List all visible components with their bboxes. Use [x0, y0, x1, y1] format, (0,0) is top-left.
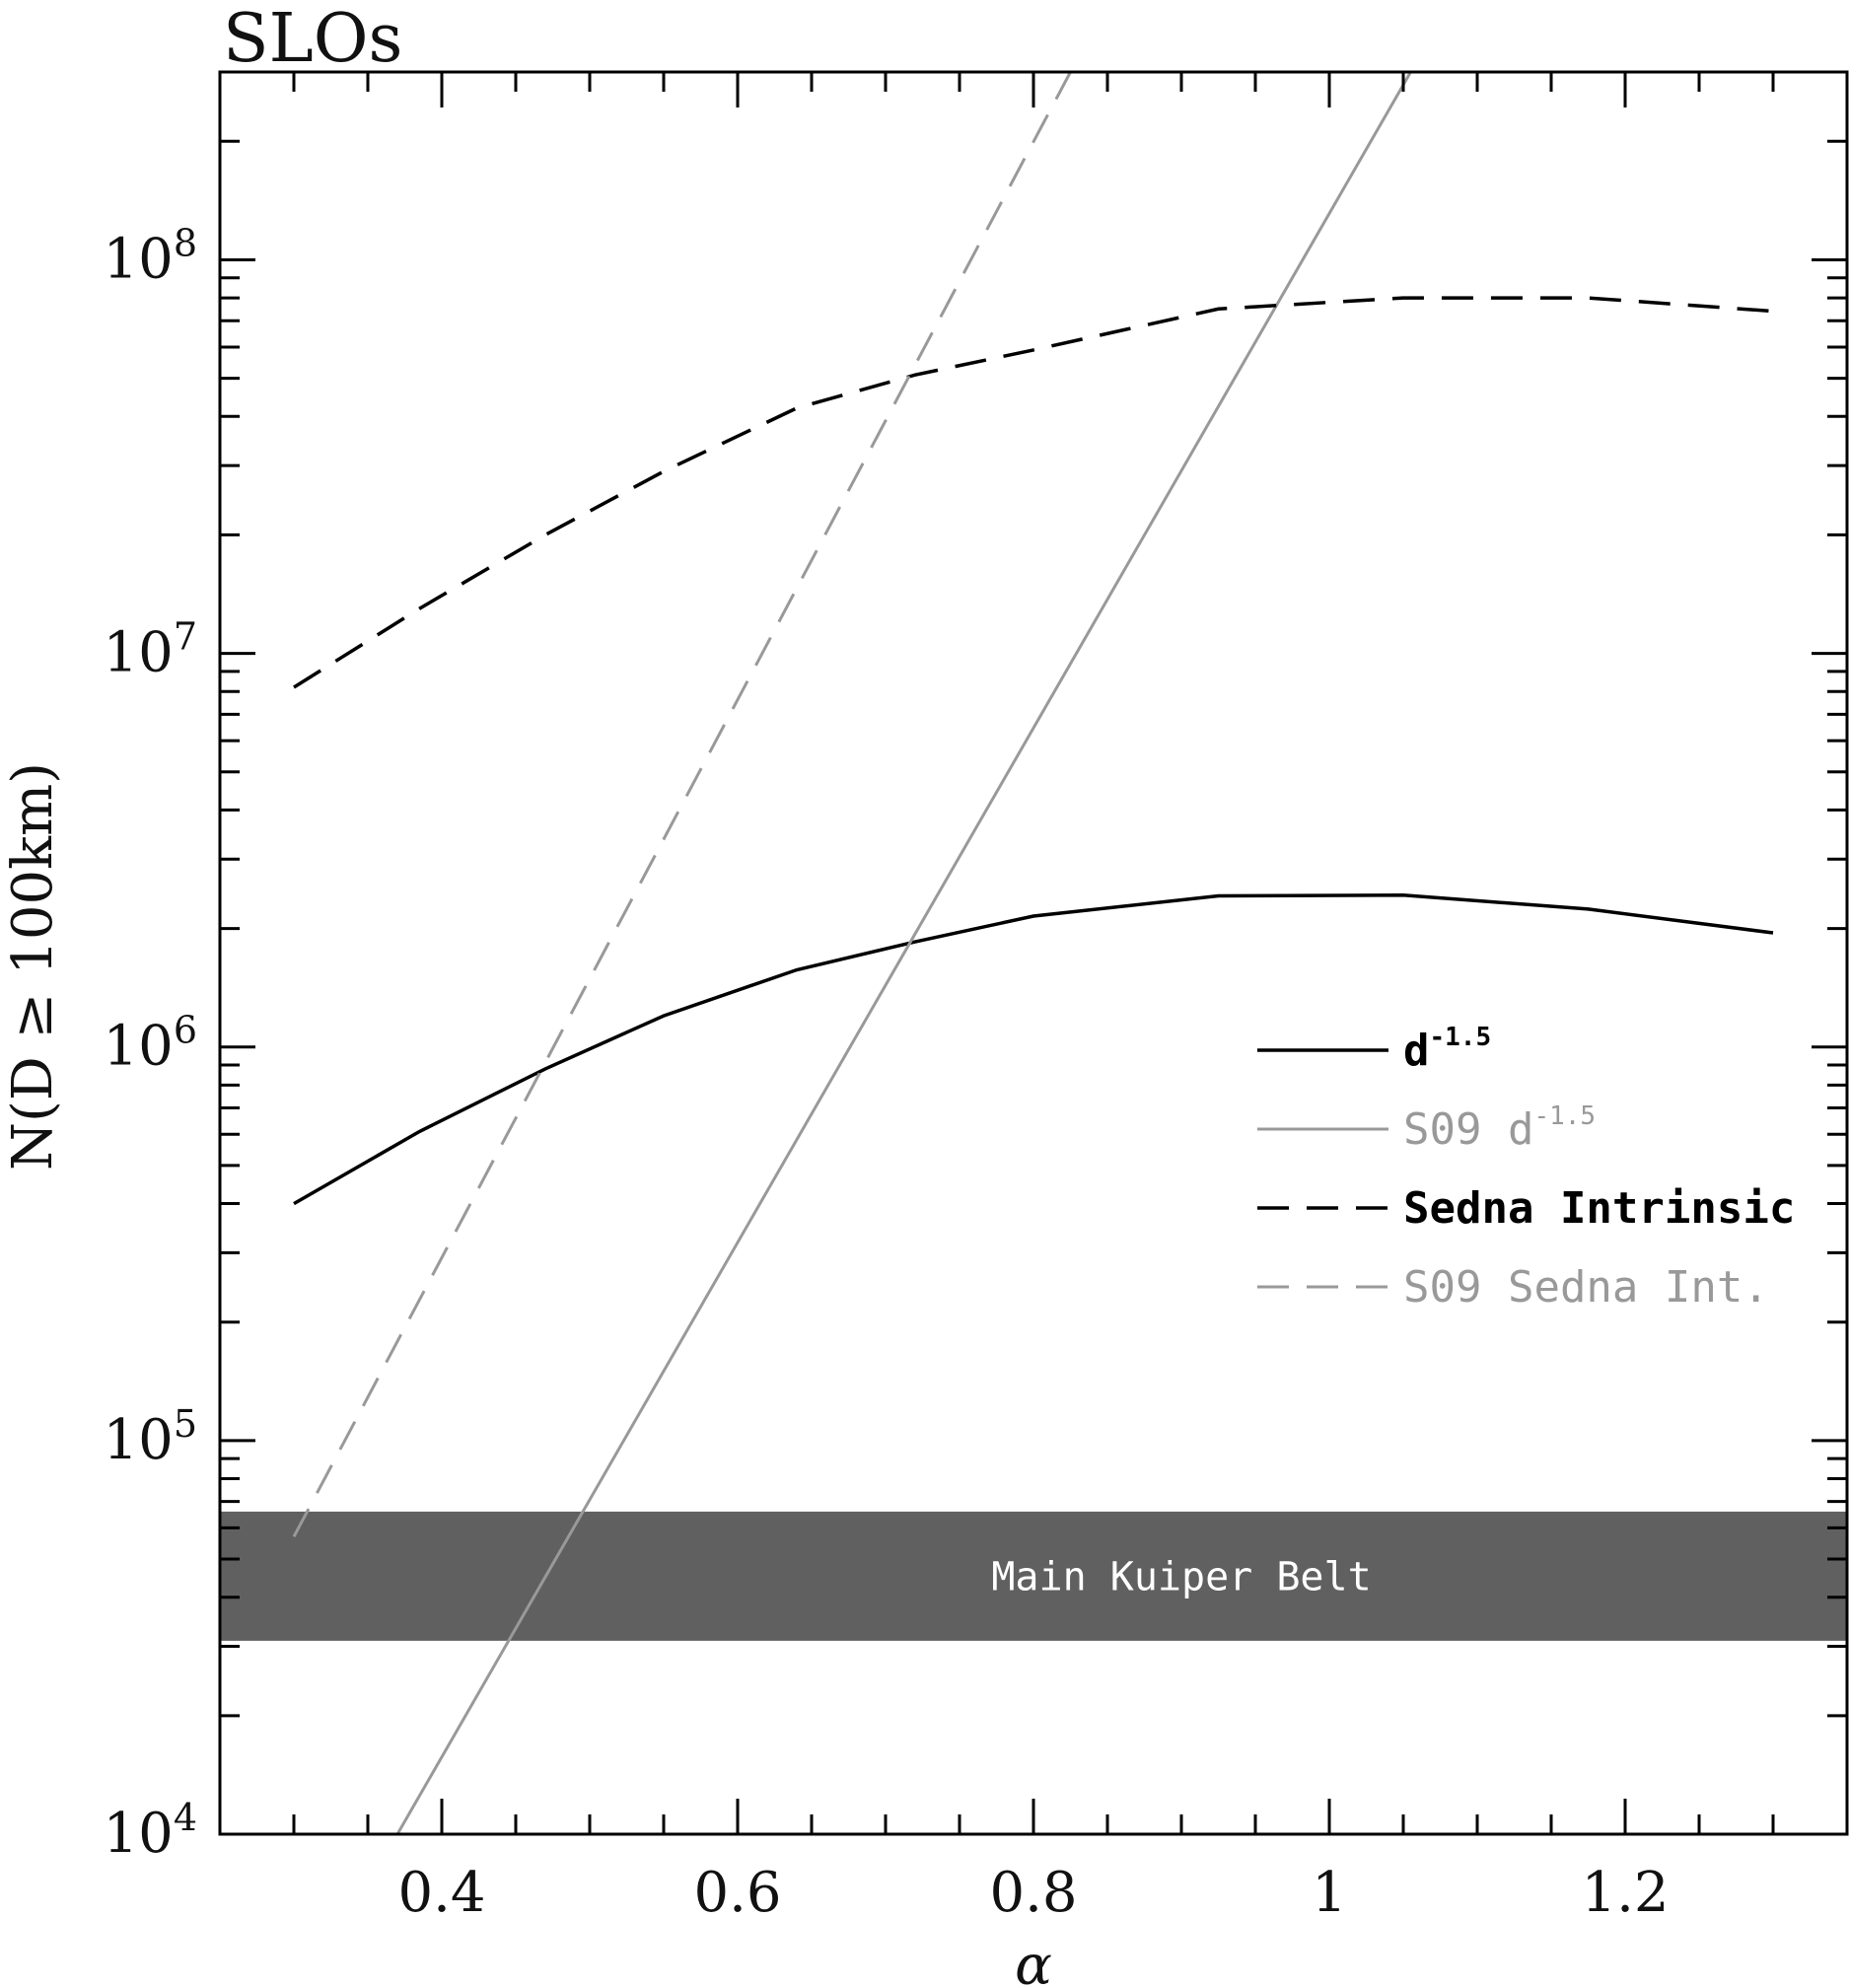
y-tick-label: 104 — [104, 1796, 197, 1866]
x-tick-label: 0.6 — [693, 1861, 781, 1925]
series-line-s09-d-1-5 — [395, 72, 1412, 1834]
band-layer: Main Kuiper Belt — [220, 1511, 1847, 1641]
x-tick-label: 1 — [1312, 1861, 1347, 1925]
y-tick-label: 106 — [104, 1009, 197, 1079]
legend-label-s09-d-1-5: S09 d-1.5 — [1403, 1101, 1596, 1155]
x-tick-label: 1.2 — [1581, 1861, 1669, 1925]
band-main-kuiper-belt — [220, 1511, 1847, 1641]
legend-label-s09-sedna-int: S09 Sedna Int. — [1403, 1262, 1769, 1313]
panel-title: SLOs — [223, 0, 402, 78]
legend-label-sedna-intrinsic: Sedna Intrinsic — [1403, 1183, 1795, 1234]
series-layer — [292, 72, 1774, 1834]
series-line-sedna-intrinsic — [293, 296, 1774, 689]
x-axis-label: α — [1015, 1934, 1052, 1988]
x-tick-label: 0.8 — [989, 1861, 1077, 1925]
legend-label-d-1-5: d-1.5 — [1403, 1023, 1491, 1076]
x-tick-label: 0.4 — [397, 1861, 485, 1925]
y-tick-label: 108 — [104, 221, 197, 291]
legend: d-1.5 S09 d-1.5 Sedna Intrinsic S09 Sedna I… — [1257, 1023, 1795, 1313]
label-layer: 0.4 0.6 0.8 1 1.2 104 105 106 107 108 — [104, 221, 1670, 1925]
y-tick-label: 105 — [104, 1402, 197, 1472]
band-label: Main Kuiper Belt — [991, 1554, 1371, 1599]
series-line-d-1-5 — [293, 893, 1774, 1206]
y-tick-label: 107 — [104, 615, 197, 685]
tick-layer — [218, 70, 1849, 1836]
plot-frame — [218, 70, 1849, 1836]
y-axis-label: N(D ≥ 100km) — [1, 762, 65, 1171]
series-line-s09-sedna-int — [292, 72, 1072, 1538]
